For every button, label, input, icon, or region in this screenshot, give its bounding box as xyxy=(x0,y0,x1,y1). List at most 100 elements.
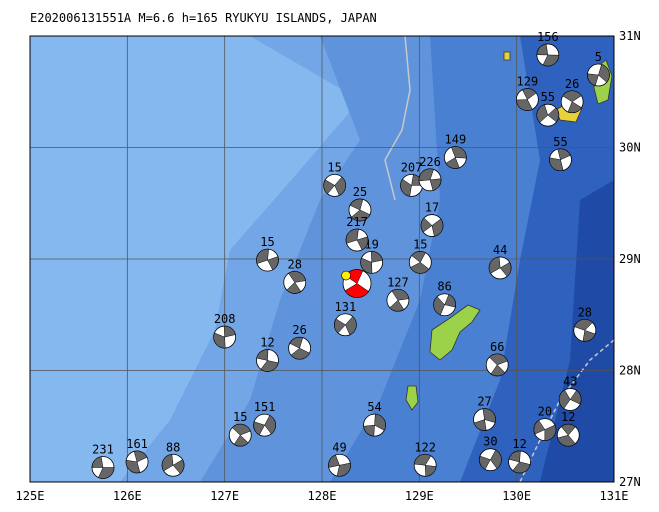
beachball xyxy=(360,250,384,274)
depth-label: 226 xyxy=(419,155,441,169)
beachball xyxy=(256,349,279,372)
beachball-sector xyxy=(356,236,369,251)
beachball-sector xyxy=(391,289,410,301)
epicenter-marker xyxy=(341,270,351,281)
depth-label: 28 xyxy=(578,305,592,319)
beachball-sector xyxy=(290,347,310,360)
beachball-sector xyxy=(536,43,549,56)
beachball-sector xyxy=(508,450,521,463)
beachball-sector xyxy=(289,336,304,349)
beachball xyxy=(478,448,502,472)
beachball xyxy=(228,423,252,447)
beachball-sector xyxy=(253,421,265,436)
beachball xyxy=(443,146,467,169)
lat-tick-label: 29N xyxy=(619,252,641,266)
beachball-sector xyxy=(410,262,430,274)
beachball-sector xyxy=(389,299,405,312)
beachball-sector xyxy=(351,209,371,222)
beachball-sector xyxy=(569,390,582,405)
lon-tick-label: 127E xyxy=(210,489,239,503)
beachball xyxy=(485,353,509,377)
lat-tick-label: 30N xyxy=(619,141,641,155)
beachball-sector xyxy=(512,461,531,474)
boundary-line xyxy=(519,339,615,483)
beachball-sector xyxy=(444,294,456,308)
depth-label: 66 xyxy=(490,340,504,354)
beachball xyxy=(333,313,357,337)
depth-label: 26 xyxy=(292,323,306,337)
depth-label: 149 xyxy=(445,133,467,147)
beachball-sector xyxy=(231,423,251,436)
beachball-sector xyxy=(360,257,373,274)
beachball-sector xyxy=(557,148,571,161)
beachball xyxy=(91,456,115,479)
depth-label: 161 xyxy=(126,437,148,451)
beachball-sector xyxy=(374,413,386,431)
beachball xyxy=(400,174,423,197)
beachball-sector xyxy=(323,179,336,195)
depth-label: 15 xyxy=(413,237,427,251)
beachball-sector xyxy=(533,420,546,435)
beachball xyxy=(328,453,351,477)
depth-label: 156 xyxy=(537,30,559,44)
beachball-sector xyxy=(451,146,467,159)
depth-label: 15 xyxy=(260,235,274,249)
beachball xyxy=(556,423,580,447)
beachball xyxy=(363,413,386,437)
beachball-sector xyxy=(479,455,491,470)
beachball xyxy=(283,271,307,294)
beachball xyxy=(587,63,610,87)
depth-label: 15 xyxy=(327,160,341,174)
beachball-sector xyxy=(172,459,185,474)
lat-tick-label: 28N xyxy=(619,364,641,378)
depth-label: 231 xyxy=(92,443,114,457)
beachball-sector xyxy=(286,282,302,294)
beachball xyxy=(253,413,276,437)
beachball xyxy=(161,453,185,477)
beachball-sector xyxy=(363,424,375,437)
depth-label: 20 xyxy=(538,405,552,419)
beachball-sector xyxy=(345,228,359,244)
depth-label: 27 xyxy=(477,395,491,409)
lat-tick-label: 27N xyxy=(619,475,641,489)
beachball xyxy=(288,336,312,360)
beachball-sector xyxy=(91,456,104,468)
depth-label: 86 xyxy=(437,280,451,294)
beachball-sector xyxy=(334,318,346,334)
beachball-sector xyxy=(213,332,226,349)
depth-label: 30 xyxy=(483,435,497,449)
beachball-sector xyxy=(516,99,533,111)
depth-label: 88 xyxy=(166,440,180,454)
depth-label: 5 xyxy=(595,50,602,64)
beachball-sector xyxy=(223,325,236,338)
depth-label: 28 xyxy=(288,257,302,271)
map-frame xyxy=(29,35,615,483)
depth-label: 55 xyxy=(541,90,555,104)
beachball xyxy=(536,103,560,127)
beachball-sector xyxy=(473,419,487,431)
beachball-sector xyxy=(429,178,442,191)
lat-tick-label: 31N xyxy=(619,29,641,43)
beachball-sector xyxy=(558,389,571,409)
beachball-sector xyxy=(598,64,610,83)
depth-label: 12 xyxy=(561,410,575,424)
beachball xyxy=(549,148,572,172)
beachball xyxy=(348,198,372,222)
depth-label: 54 xyxy=(367,400,381,414)
beachball xyxy=(536,43,560,67)
beachball-sector xyxy=(260,360,279,372)
depth-label: 15 xyxy=(233,410,247,424)
beachball-sector xyxy=(549,157,564,172)
beachball xyxy=(323,174,347,197)
beachball-sector xyxy=(544,424,557,441)
beachball-sector xyxy=(344,283,369,298)
beachball xyxy=(560,90,584,114)
depth-label: 12 xyxy=(260,335,274,349)
depth-label: 49 xyxy=(332,440,346,454)
depth-label: 131 xyxy=(335,300,357,314)
beachball-sector xyxy=(587,73,599,86)
beachball xyxy=(558,388,582,411)
depth-label: 122 xyxy=(414,440,436,454)
